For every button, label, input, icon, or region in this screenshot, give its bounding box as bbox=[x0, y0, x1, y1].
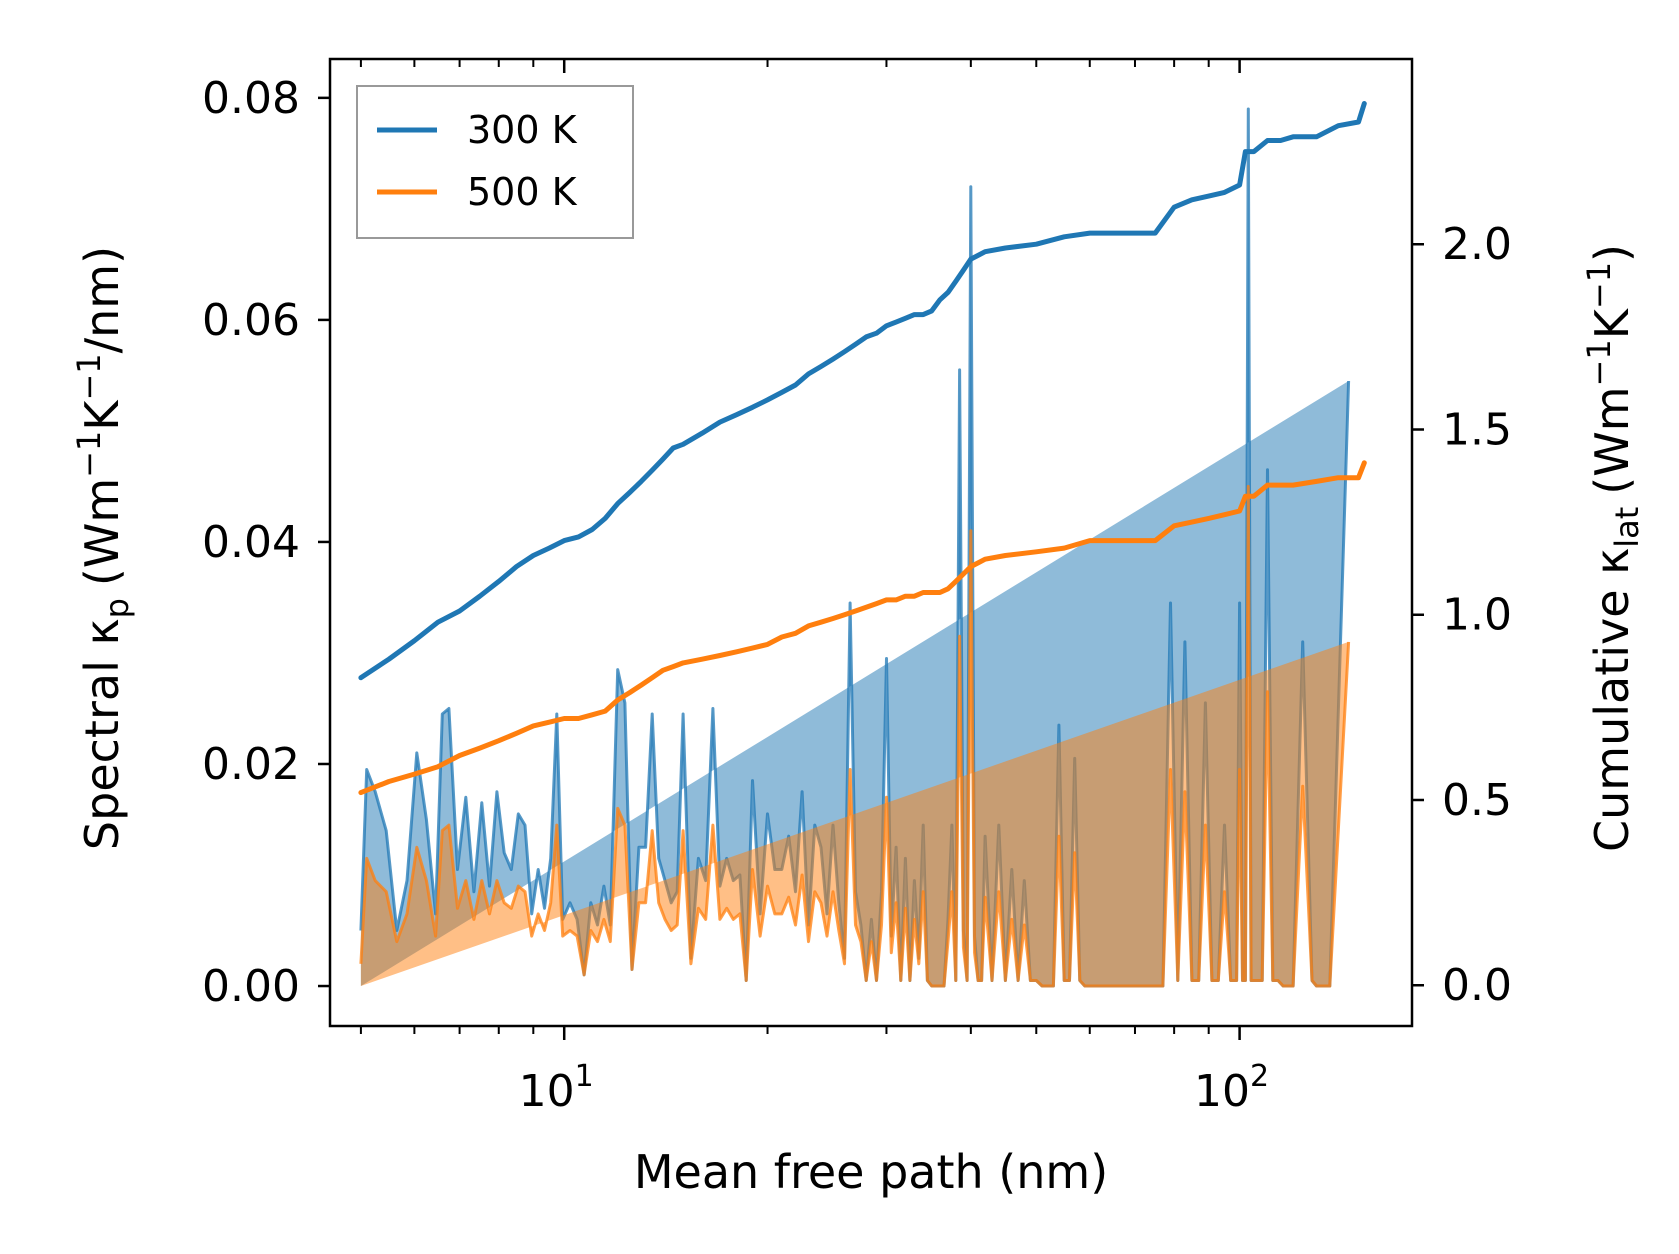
y-right-title-exp1: −1 bbox=[1580, 339, 1618, 386]
legend-label-300k: 300 K bbox=[467, 108, 578, 152]
y-right-title-end: ) bbox=[1585, 244, 1639, 262]
spectral-area-500k bbox=[360, 486, 1349, 986]
x-tick-label: 101 bbox=[519, 1059, 594, 1117]
y-right-tick-label: 1.5 bbox=[1442, 404, 1512, 455]
spectral-line-500k bbox=[359, 484, 1351, 988]
x-tick-label-exponent: 2 bbox=[1250, 1059, 1269, 1094]
y-left-tick-label: 0.04 bbox=[202, 517, 300, 568]
y-left-tick-label: 0.02 bbox=[202, 739, 300, 790]
y-left-tick-label: 0.08 bbox=[202, 73, 300, 124]
y-left-tick-label: 0.00 bbox=[202, 961, 300, 1012]
y-left-title-sub: p bbox=[98, 598, 136, 618]
y-axis-left-title: Spectral κp(Wm−1K−1/nm) bbox=[70, 246, 136, 850]
y-right-title-unit: (Wm bbox=[1585, 386, 1639, 494]
legend-box bbox=[356, 85, 634, 239]
y-right-title-main: Cumulative κ bbox=[1585, 548, 1639, 852]
y-right-tick-label: 1.0 bbox=[1442, 590, 1512, 641]
y-left-title-mid: K bbox=[75, 399, 129, 431]
x-axis-title: Mean free path (nm) bbox=[634, 1145, 1108, 1199]
legend-label-500k: 500 K bbox=[467, 170, 578, 214]
y-right-tick-label: 0.5 bbox=[1442, 775, 1512, 826]
legend: 300 K 500 K bbox=[356, 85, 634, 239]
y-left-title-exp1: −1 bbox=[70, 431, 108, 478]
y-axis-right-title: Cumulative κlat(Wm−1K−1) bbox=[1580, 244, 1646, 852]
x-tick-label-base: 10 bbox=[1194, 1066, 1250, 1117]
y-right-title-sub: lat bbox=[1608, 507, 1646, 548]
x-tick-label-base: 10 bbox=[519, 1066, 575, 1117]
cumulative-line-500k bbox=[358, 460, 1367, 796]
x-tick-label: 102 bbox=[1194, 1059, 1269, 1117]
y-left-title-exp2: −1 bbox=[70, 353, 108, 400]
cumulative-line-300k bbox=[358, 101, 1367, 681]
y-left-tick-label: 0.06 bbox=[202, 295, 300, 346]
plot-area bbox=[358, 101, 1367, 988]
y-right-tick-label: 2.0 bbox=[1442, 219, 1512, 270]
y-right-title-mid: K bbox=[1585, 307, 1639, 339]
y-right-title-exp2: −1 bbox=[1580, 262, 1618, 309]
x-tick-label-exponent: 1 bbox=[575, 1059, 594, 1094]
y-left-title-main: Spectral κ bbox=[75, 618, 129, 850]
y-right-tick-label: 0.0 bbox=[1442, 960, 1512, 1011]
y-left-title-unit: (Wm bbox=[75, 478, 129, 586]
y-left-title-end: /nm) bbox=[75, 246, 129, 353]
